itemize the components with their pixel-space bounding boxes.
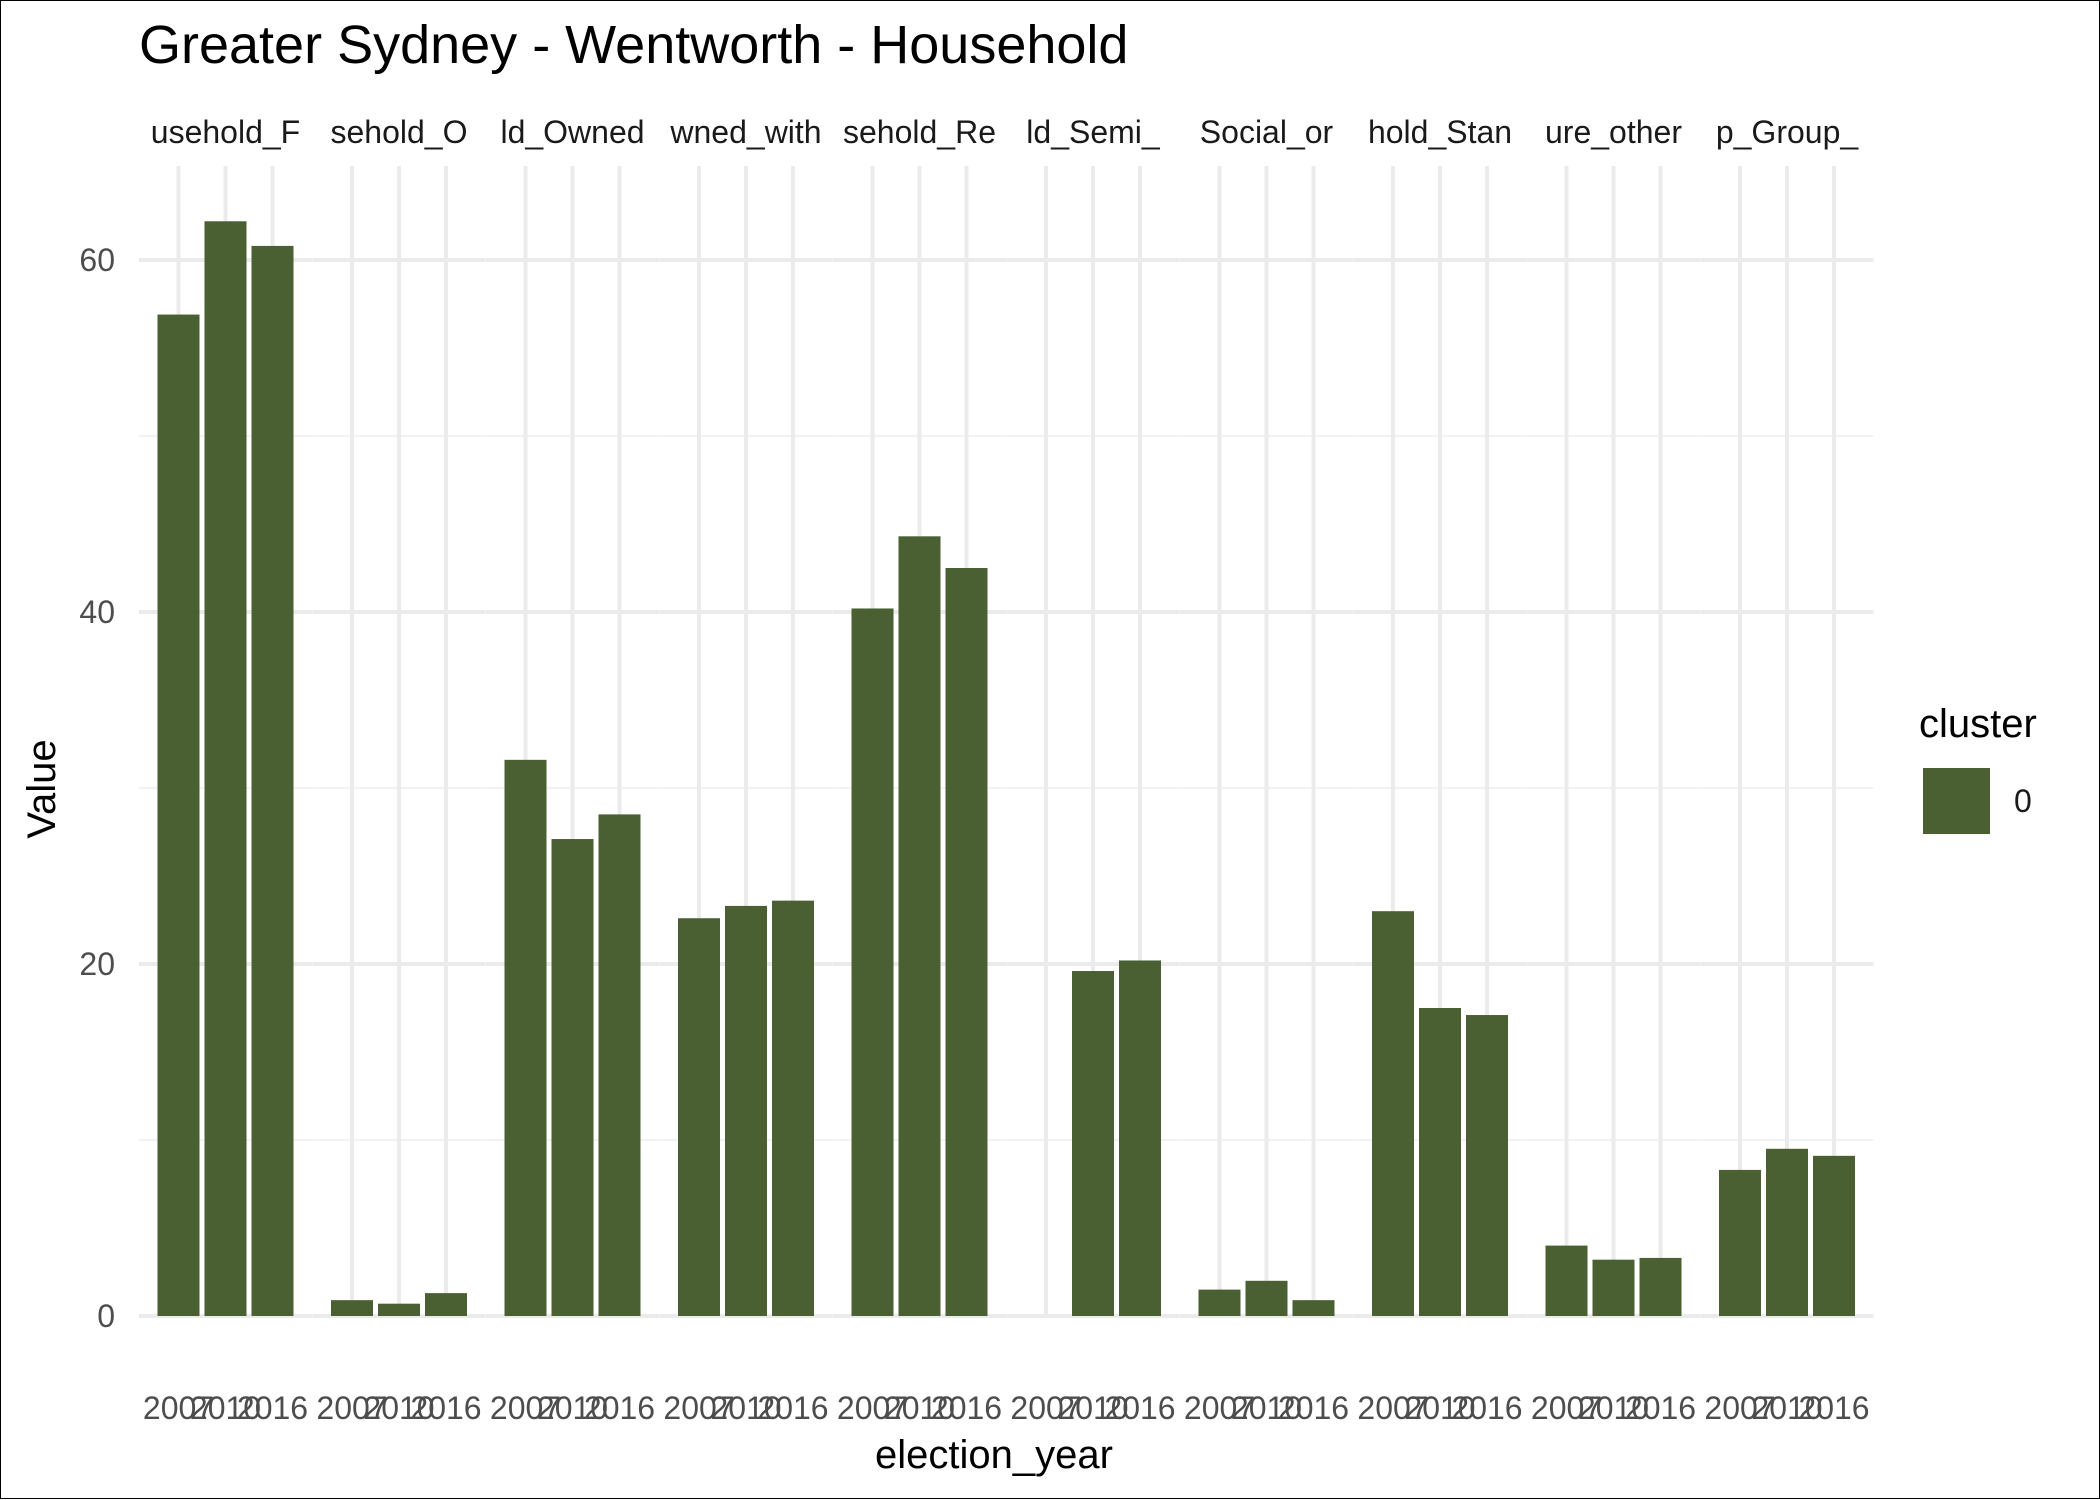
bar (1639, 1257, 1682, 1316)
x-tick-label: 2010 (1404, 1390, 1475, 1426)
x-tick-label: 2016 (1278, 1390, 1349, 1426)
x-tick-label: 2007 (316, 1390, 387, 1426)
x-tick-label: 2010 (363, 1390, 434, 1426)
x-tick-label: 2007 (1531, 1390, 1602, 1426)
y-tick-label: 40 (79, 594, 115, 630)
legend-key-swatch (1923, 768, 1990, 834)
x-tick-label: 2016 (1625, 1390, 1696, 1426)
chart-title: Greater Sydney - Wentworth - Household (139, 15, 1128, 75)
x-tick-label: 2016 (584, 1390, 655, 1426)
facet-strip-label: ld_Owned (500, 114, 644, 150)
bar (1766, 1148, 1808, 1316)
bar (1466, 1015, 1508, 1316)
bar (1592, 1259, 1635, 1316)
bar (1372, 911, 1414, 1316)
bar (598, 814, 641, 1316)
facet-strip-label: ld_Semi_ (1026, 114, 1161, 150)
bar (504, 759, 547, 1316)
bar (551, 839, 594, 1316)
bar (1813, 1155, 1855, 1316)
facet-strip-label: wned_with (669, 114, 821, 150)
y-axis: 0 20 40 60 (79, 242, 115, 1334)
x-axis-title: election_year (875, 1433, 1113, 1477)
x-tick-label: 2016 (757, 1390, 828, 1426)
x-tick-label: 2016 (1798, 1390, 1869, 1426)
x-tick-label: 2007 (1184, 1390, 1255, 1426)
x-tick-label: 2007 (490, 1390, 561, 1426)
x-tick-label: 2007 (1357, 1390, 1428, 1426)
bar (1072, 971, 1114, 1316)
facet-strip-label: hold_Stan (1368, 114, 1512, 150)
x-tick-label: 2010 (1578, 1390, 1649, 1426)
bar (204, 221, 247, 1316)
bar (945, 568, 988, 1316)
x-tick-label: 2007 (143, 1390, 214, 1426)
bar (331, 1300, 373, 1316)
x-tick-label: 2007 (1704, 1390, 1775, 1426)
bar (1545, 1245, 1588, 1316)
x-tick-label: 2016 (1104, 1390, 1175, 1426)
y-tick-label: 20 (79, 946, 115, 982)
facet-strip-label: sehold_O (331, 114, 468, 150)
bar (1198, 1289, 1241, 1316)
bar (772, 900, 814, 1316)
bar (1119, 960, 1161, 1316)
x-tick-label: 2010 (1057, 1390, 1128, 1426)
x-tick-label: 2016 (931, 1390, 1002, 1426)
y-tick-label: 0 (97, 1298, 115, 1334)
bar (251, 245, 294, 1316)
x-tick-label: 2007 (1010, 1390, 1081, 1426)
bar (678, 918, 720, 1316)
bar (1292, 1300, 1335, 1316)
x-tick-label: 2010 (710, 1390, 781, 1426)
x-tick-label: 2010 (190, 1390, 261, 1426)
x-tick-label: 2016 (237, 1390, 308, 1426)
facet-strip-label: ure_other (1545, 114, 1682, 150)
y-axis-title: Value (20, 739, 64, 838)
facet-panels: usehold_F200720102016sehold_O20072010201… (139, 114, 1874, 1426)
y-tick-label: 60 (79, 242, 115, 278)
bar (851, 608, 894, 1316)
bar (725, 905, 767, 1316)
facet-strip-label: sehold_Re (843, 114, 996, 150)
facet-strip-label: usehold_F (151, 114, 300, 150)
x-tick-label: 2010 (1231, 1390, 1302, 1426)
facet-strip-label: Social_or (1200, 114, 1334, 150)
legend-label: 0 (2014, 783, 2032, 819)
legend: cluster 0 (1919, 702, 2037, 834)
x-tick-label: 2007 (837, 1390, 908, 1426)
x-tick-label: 2010 (1751, 1390, 1822, 1426)
bar (1719, 1169, 1761, 1316)
x-tick-label: 2016 (1451, 1390, 1522, 1426)
x-tick-label: 2007 (663, 1390, 734, 1426)
x-tick-label: 2010 (537, 1390, 608, 1426)
x-tick-label: 2016 (410, 1390, 481, 1426)
x-tick-label: 2010 (884, 1390, 955, 1426)
bar (378, 1303, 420, 1316)
bar (898, 536, 941, 1316)
bar (157, 314, 200, 1316)
bar (1419, 1008, 1461, 1316)
facet-strip-label: p_Group_ (1716, 114, 1860, 150)
bar (1245, 1280, 1288, 1316)
legend-title: cluster (1919, 702, 2037, 746)
bar (425, 1293, 467, 1316)
